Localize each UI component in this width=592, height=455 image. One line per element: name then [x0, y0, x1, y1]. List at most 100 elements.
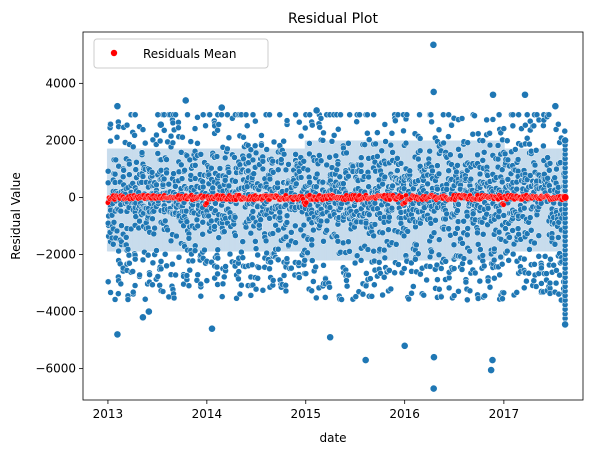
residual-point: [242, 111, 250, 118]
y-tick-label: −4000: [35, 305, 76, 319]
residual-point: [362, 282, 370, 290]
y-axis-label: Residual Value: [9, 172, 23, 259]
residual-point: [282, 282, 289, 289]
residual-point: [352, 293, 360, 300]
residual-point: [194, 222, 201, 230]
residual-point: [428, 118, 435, 126]
residual-point: [255, 264, 263, 271]
residual-point: [501, 150, 509, 158]
residual-point: [474, 151, 481, 159]
residual-point: [319, 178, 327, 186]
residual-point: [495, 213, 502, 221]
residual-point: [235, 268, 243, 275]
residual-point: [164, 226, 171, 234]
residual-point: [132, 166, 140, 173]
residual-point: [335, 126, 342, 133]
residual-point: [513, 289, 520, 296]
x-tick-label: 2015: [290, 407, 321, 421]
residual-point: [445, 167, 452, 174]
residual-point: [481, 292, 488, 300]
residual-point: [224, 111, 231, 118]
residual-point: [495, 207, 503, 215]
residual-point: [385, 226, 392, 233]
residual-point: [326, 284, 333, 291]
residual-point: [163, 262, 170, 270]
residual-point: [266, 111, 273, 118]
residual-point: [365, 211, 373, 218]
residual-point: [236, 290, 244, 298]
residual-point: [202, 122, 209, 129]
residual-point: [156, 137, 164, 145]
residual-point: [484, 277, 492, 285]
residual-point: [283, 219, 291, 226]
residual-point: [263, 249, 270, 257]
residual-point: [259, 165, 267, 173]
residual-point: [471, 269, 479, 277]
residual-point: [381, 173, 389, 181]
residual-point: [214, 281, 221, 288]
residual-point: [282, 166, 290, 174]
x-tick-label: 2014: [192, 407, 223, 421]
residual-point: [249, 208, 257, 215]
residual-point: [197, 151, 205, 158]
residual-point: [340, 180, 347, 187]
residual-point: [218, 111, 225, 118]
residual-point: [112, 156, 120, 164]
residual-point: [378, 147, 385, 155]
residual-point: [495, 111, 503, 118]
residual-outlier-point: [113, 330, 122, 339]
residual-point: [387, 285, 395, 293]
residual-point: [269, 230, 277, 237]
residual-point: [165, 180, 173, 188]
residual-point: [443, 186, 450, 193]
residual-point: [163, 156, 170, 163]
residual-point: [254, 251, 261, 259]
residual-point: [371, 199, 379, 207]
residual-point: [178, 161, 185, 169]
residual-point: [187, 172, 195, 179]
residual-point: [404, 228, 411, 235]
residual-point: [531, 261, 538, 268]
residual-point: [497, 253, 504, 261]
residual-point: [131, 111, 139, 118]
residual-point: [247, 229, 255, 237]
residual-point: [187, 138, 195, 145]
residual-point: [249, 214, 257, 222]
residual-point: [363, 270, 370, 277]
residual-point: [521, 284, 528, 292]
residual-point: [486, 141, 494, 149]
residual-point: [403, 111, 411, 118]
residual-point: [208, 217, 215, 225]
residual-point: [262, 237, 270, 245]
residual-point: [297, 174, 305, 181]
residual-point: [503, 247, 511, 255]
residual-point: [194, 140, 201, 147]
residual-point: [297, 226, 305, 234]
residual-point: [394, 111, 402, 118]
residual-point: [498, 166, 506, 173]
residual-point: [458, 266, 466, 273]
residual-point: [136, 271, 143, 279]
residual-point: [450, 292, 458, 299]
residual-point: [181, 167, 188, 174]
residual-point: [117, 207, 125, 215]
residual-point: [476, 277, 484, 285]
residual-point: [214, 127, 221, 134]
residual-point: [343, 149, 350, 157]
legend-label-residuals-mean: Residuals Mean: [143, 47, 236, 61]
residual-point: [170, 294, 178, 302]
residual-point: [131, 282, 139, 289]
residual-point: [156, 282, 163, 289]
y-tick-label: −2000: [35, 248, 76, 262]
residual-point: [442, 258, 449, 265]
residual-point: [381, 121, 389, 128]
residual-point: [500, 125, 508, 132]
residual-point: [169, 119, 177, 127]
residual-point: [509, 227, 516, 234]
residual-point: [458, 115, 466, 122]
residual-point: [292, 111, 299, 118]
residual-point: [531, 239, 538, 247]
residual-point: [133, 159, 140, 166]
residual-point: [323, 217, 331, 225]
